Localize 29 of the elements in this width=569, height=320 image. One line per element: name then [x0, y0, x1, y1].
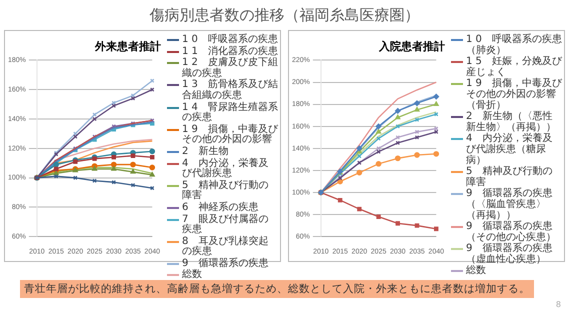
legend-label: 1 1 消化器系の疾患 [182, 46, 278, 57]
legend-label: 9 循環器系の疾患（その他の心疾患） [466, 221, 557, 243]
legend-label: 9 循環器系の疾患 [182, 258, 268, 269]
legend-label: 6 神経系の疾患 [182, 202, 258, 214]
legend-label: 総数 [182, 269, 202, 282]
legend-label: 1 9 損傷，中毒及びその他の外因の影響（骨折） [466, 78, 562, 111]
legend-label: 1 3 筋骨格系及び結合組織の疾患 [182, 79, 278, 102]
legend-label: 1 0 呼吸器系の疾患 [182, 34, 278, 46]
legend-label: 9 循環器系の疾患（〈脳血管疾患〉（再掲）） [466, 188, 554, 220]
text: 傷病別患者数の推移（福岡糸島医療圏） [148, 6, 420, 25]
legend-label: 5 精神及び行動の障害 [182, 180, 270, 202]
text: 青壮年層が比較的維持され、高齢層も急増するため、総数として入院・外来ともに患者数は増加する。 [20, 280, 534, 298]
legend-label: 1 0 呼吸器系の疾患（肺炎） [466, 34, 562, 56]
legend-label: 総数 [466, 265, 486, 278]
legend-label: 8 耳及び乳様突起の疾患 [182, 236, 270, 258]
legend-label: 2 新生物 [182, 146, 228, 158]
legend-label: 1 4 腎尿路生殖器系の疾患 [182, 102, 278, 124]
chart-title: 外来患者推計 [94, 39, 162, 53]
text: 8 [556, 300, 561, 309]
legend-label: 9 循環器系の疾患（虚血性心疾患） [466, 243, 554, 265]
legend-label: 4 内分泌，栄養及び代謝疾患 [182, 158, 270, 180]
legend-label: 1 2 皮膚及び皮下組織の疾患 [182, 57, 278, 79]
legend-label: 4 内分泌，栄養及び代謝疾患（糖尿病） [466, 133, 554, 166]
legend-label: 5 精神及び行動の障害 [466, 166, 554, 188]
legend-label: 7 眼及び付属器の疾患 [182, 214, 270, 236]
legend-label: 2 新生物（〈悪性新生物〉（再掲）） [466, 111, 557, 133]
chart-title: 入院患者推計 [378, 39, 446, 53]
legend-label: 1 5 妊娠，分娩及び産じょく [466, 56, 562, 78]
legend-label: 1 9 損傷，中毒及びその他の外因の影響 [182, 124, 278, 146]
